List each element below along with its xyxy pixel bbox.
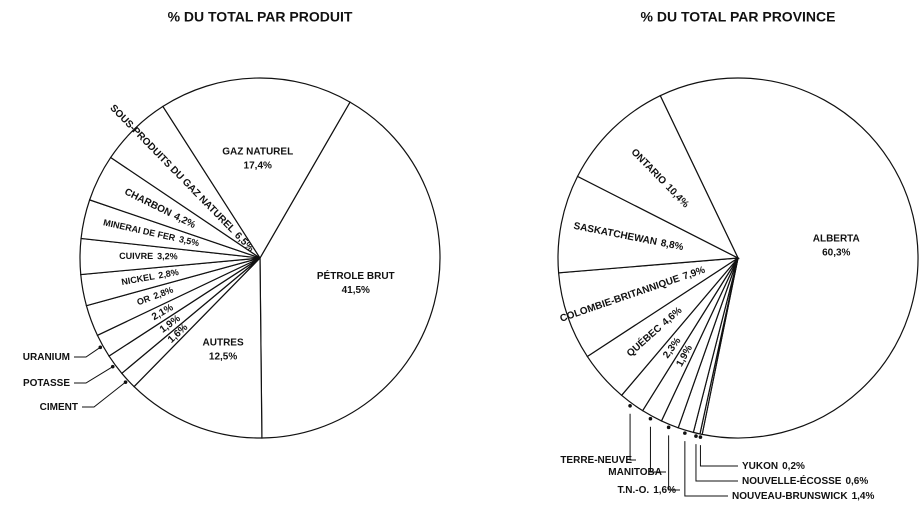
leader-line: [629, 413, 636, 461]
category-label: YUKON 0,2%: [742, 461, 805, 472]
pie-slice: [576, 94, 740, 260]
value-label: 0,6%: [845, 476, 868, 487]
slice-label: PÉTROLE BRUT 41,5%: [317, 269, 395, 296]
category-label: NOUVELLE-ÉCOSSE 0,6%: [742, 474, 868, 487]
category-name: T.N.-O.: [618, 485, 650, 496]
category-label: MANITOBA: [608, 467, 662, 478]
leader-arrow: [694, 434, 698, 438]
value-label: 0,2%: [782, 461, 805, 472]
leader-line: [699, 445, 738, 467]
category-label: PÉTROLE BRUT: [317, 269, 395, 282]
leader-arrow: [698, 435, 703, 439]
pie-slice: [133, 256, 263, 439]
leader-arrow: [628, 403, 632, 408]
slice-label: ALBERTA 60,3%: [813, 233, 860, 258]
leader-arrow: [648, 416, 653, 421]
category-name: MANITOBA: [608, 467, 662, 478]
chart-title: % DU TOTAL PAR PRODUIT: [168, 9, 353, 25]
pie-slice: [557, 175, 741, 274]
leader-line: [82, 381, 126, 408]
value-label: 3,2%: [157, 252, 178, 262]
category-name: YUKON: [742, 461, 778, 472]
value-label: 1,6%: [653, 485, 676, 496]
category-label: POTASSE: [23, 378, 70, 389]
value-label: 41,5%: [342, 285, 370, 296]
leader-line: [684, 441, 728, 497]
category-label: URANIUM: [23, 352, 70, 363]
slice-label: CUIVRE 3,2%: [119, 251, 178, 261]
category-label: AUTRES: [203, 337, 244, 348]
slice-label: AUTRES 12,5%: [203, 337, 244, 362]
category-name: CIMENT: [40, 402, 78, 413]
value-label: 60,3%: [822, 247, 850, 258]
leader-arrow: [683, 431, 687, 435]
leader-line: [668, 435, 680, 491]
leader-line: [649, 426, 666, 473]
pie-slice: [259, 101, 441, 439]
value-label: 8,8%: [660, 238, 685, 253]
pie-slice: [162, 77, 351, 260]
leader-arrow: [110, 364, 115, 369]
value-label: 1,4%: [852, 491, 875, 502]
category-label: CUIVRE 3,2%: [119, 251, 178, 261]
value-label: 2,8%: [158, 267, 180, 281]
chart-title: % DU TOTAL PAR PROVINCE: [641, 9, 836, 25]
category-name: URANIUM: [23, 352, 70, 363]
category-label: CIMENT: [40, 402, 78, 413]
category-name: NOUVEAU-BRUNSWICK: [732, 491, 848, 502]
value-label: 12,5%: [209, 351, 237, 362]
leader-line: [695, 444, 738, 482]
leader-arrow: [98, 345, 103, 350]
category-name: OR: [136, 293, 153, 307]
category-name: CUIVRE: [119, 251, 153, 261]
pie-slice: [659, 77, 919, 439]
category-name: TERRE-NEUVE: [560, 455, 632, 466]
value-label: 3,5%: [178, 234, 200, 248]
category-label: TERRE-NEUVE: [560, 455, 632, 466]
leader-arrow: [666, 425, 671, 430]
leader-line: [74, 366, 114, 384]
category-label: ALBERTA: [813, 233, 860, 244]
slice-label: GAZ NATUREL 17,4%: [222, 147, 293, 172]
leader-arrow: [123, 380, 128, 384]
category-label: GAZ NATUREL: [222, 147, 293, 158]
value-label: 17,4%: [244, 161, 272, 172]
category-name: NOUVELLE-ÉCOSSE: [742, 474, 842, 487]
category-label: NOUVEAU-BRUNSWICK 1,4%: [732, 491, 874, 502]
category-name: POTASSE: [23, 378, 70, 389]
leader-line: [74, 346, 101, 358]
category-label: T.N.-O. 1,6%: [618, 485, 677, 496]
